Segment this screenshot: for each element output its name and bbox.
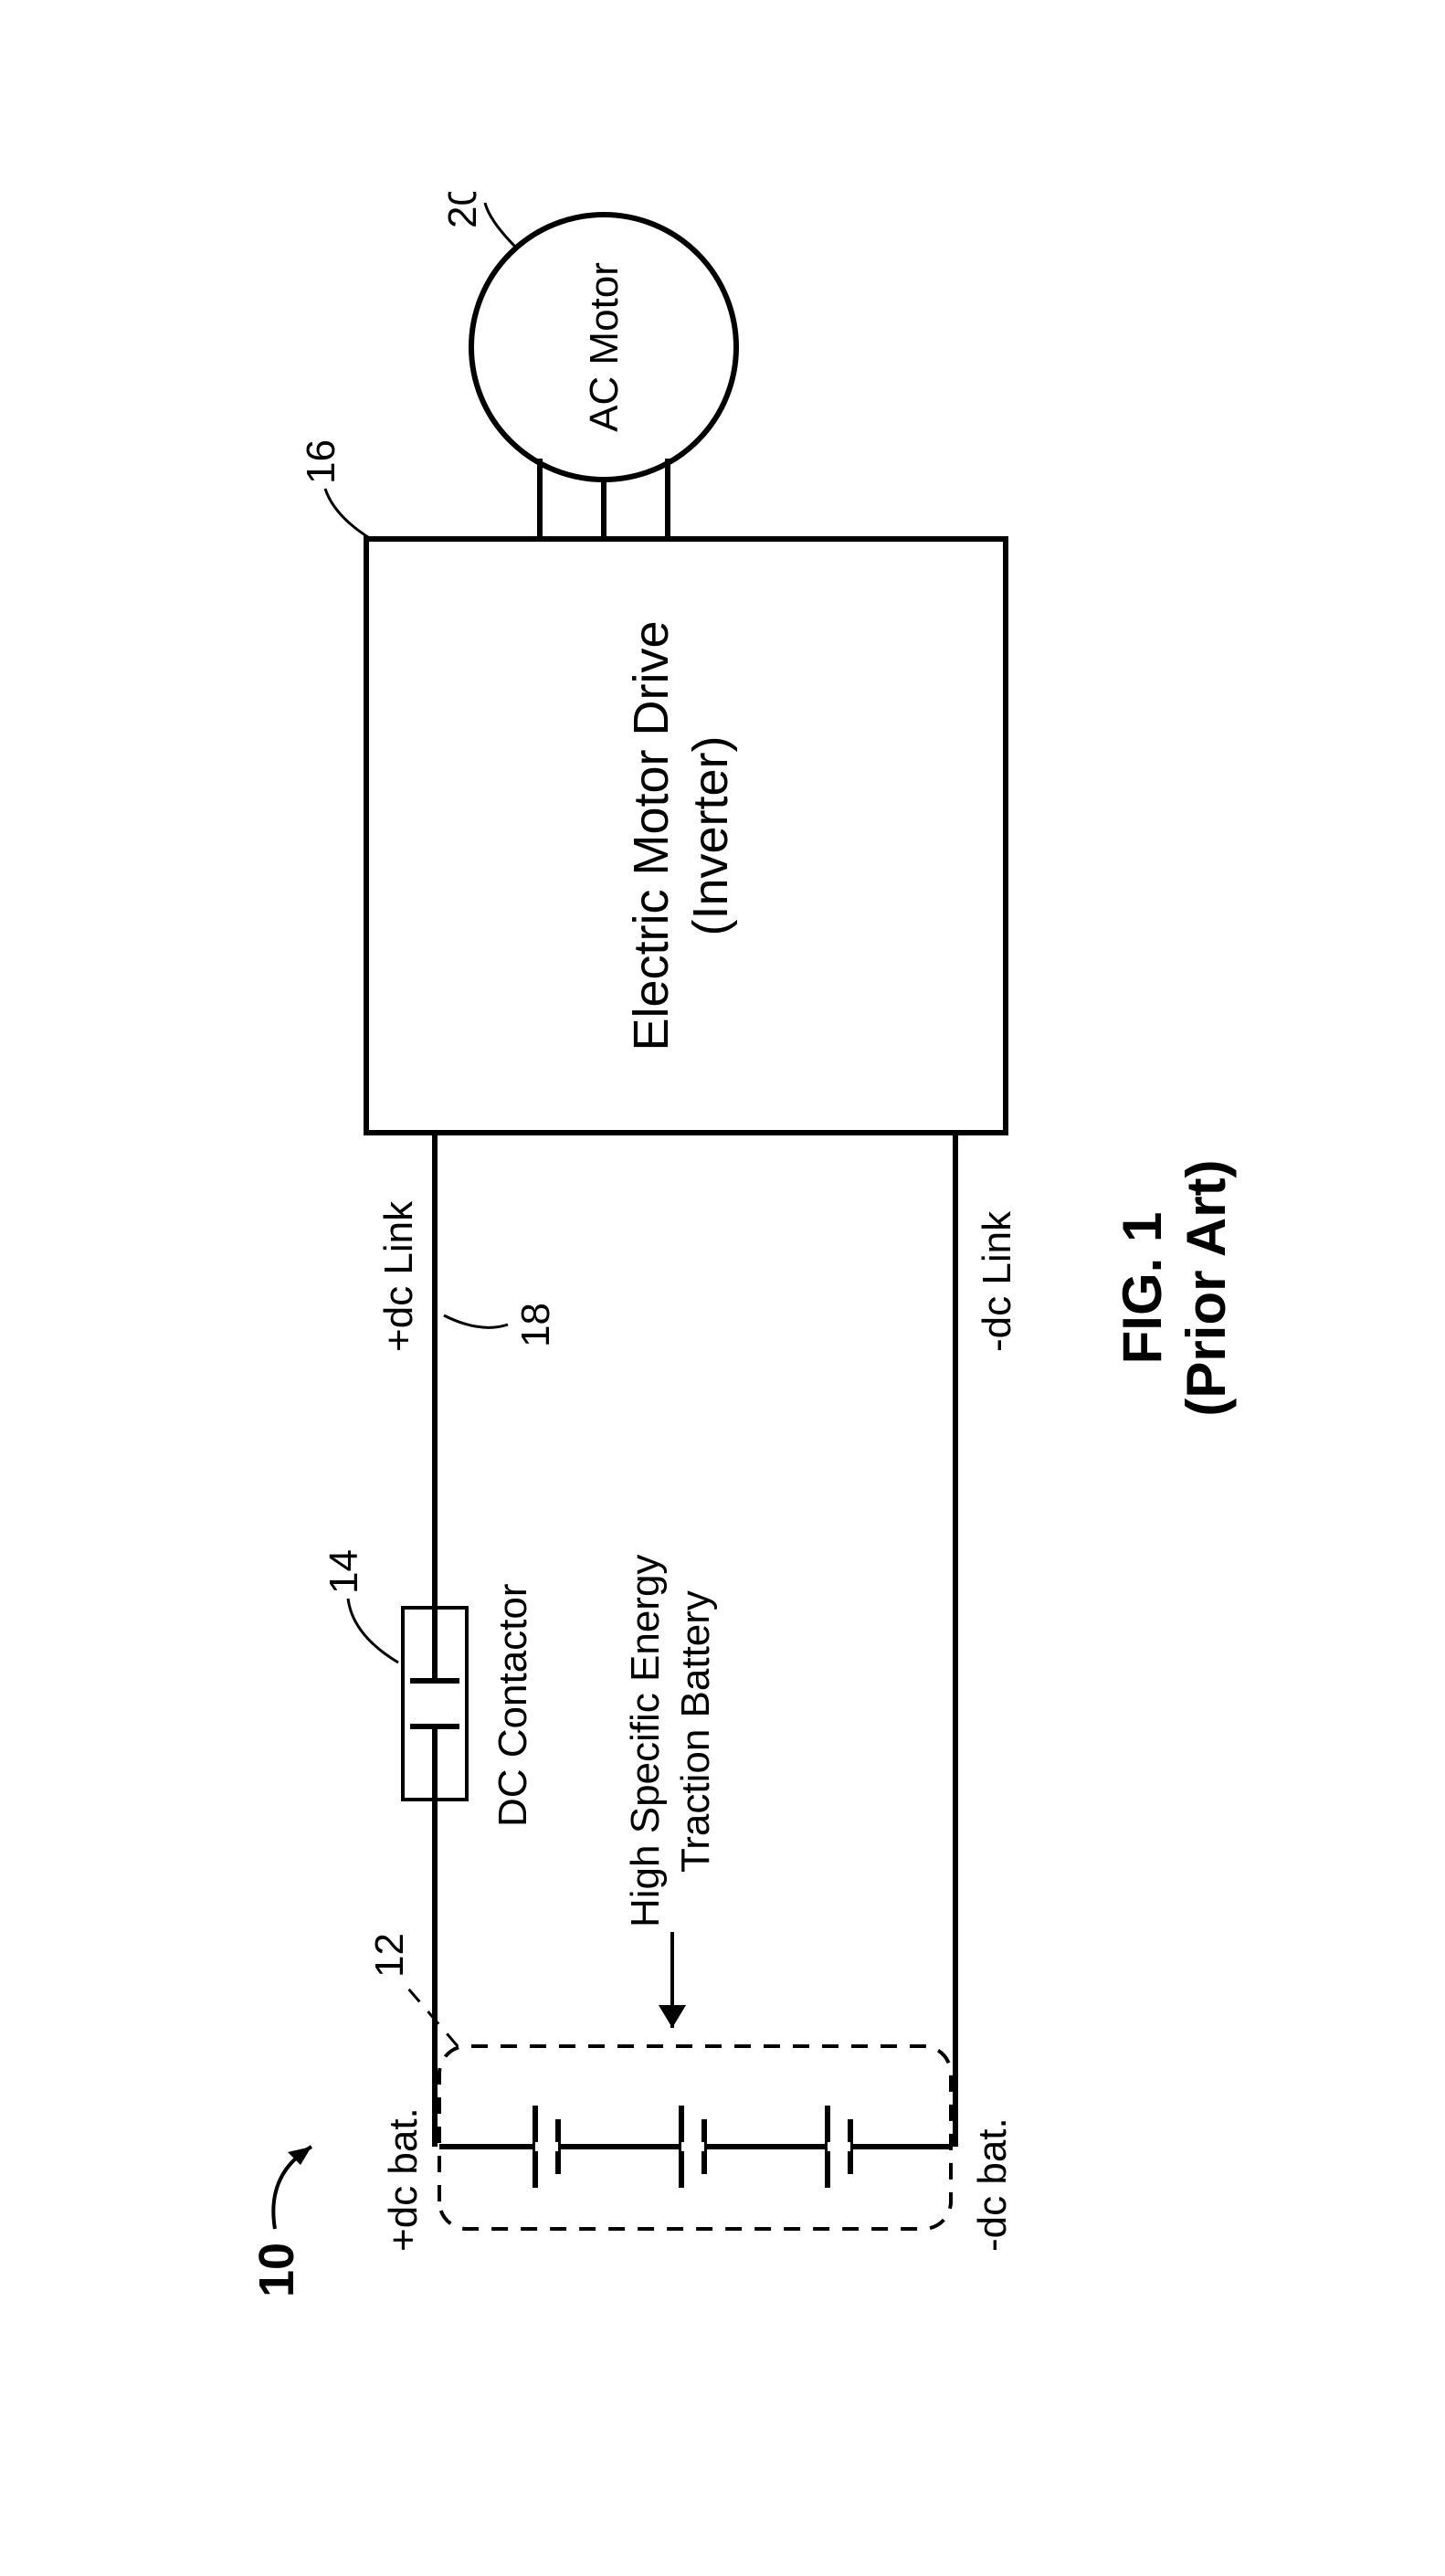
leader-dc-link-ref	[444, 1315, 508, 1327]
label-battery-desc-1: High Specific Energy	[623, 1555, 668, 1927]
label-inverter-1: Electric Motor Drive	[624, 620, 679, 1050]
figure-caption-line2: (Prior Art)	[1176, 1159, 1237, 1416]
ref-inverter: 16	[299, 439, 343, 484]
label-plus-dc-bat: +dc bat.	[381, 2107, 426, 2252]
leader-motor-ref	[485, 203, 517, 248]
prior-art-ev-drive-diagram: 10	[174, 192, 1271, 2384]
label-dc-contactor: DC Contactor	[490, 1583, 535, 1827]
label-minus-dc-bat: -dc bat.	[970, 2117, 1015, 2252]
leader-contactor-ref	[348, 1599, 398, 1663]
ref-contactor: 14	[322, 1549, 366, 1594]
arrow-battery-desc-head	[659, 2005, 686, 2028]
label-inverter-2: (Inverter)	[683, 735, 738, 935]
leader-inverter-ref	[325, 489, 371, 539]
label-plus-dc-link: +dc Link	[376, 1200, 421, 1352]
figure-number: 10	[249, 2243, 304, 2297]
label-minus-dc-link: -dc Link	[975, 1210, 1019, 1352]
battery-enclosure	[439, 2046, 951, 2229]
figure-number-hook	[273, 2147, 311, 2229]
label-ac-motor: AC Motor	[582, 262, 627, 432]
ref-motor: 20	[440, 192, 485, 228]
leader-battery-ref	[403, 1982, 458, 2046]
label-battery-desc-2: Traction Battery	[673, 1590, 718, 1873]
ref-battery: 12	[367, 1933, 412, 1978]
figure-caption-line1: FIG. 1	[1112, 1212, 1173, 1365]
ref-dc-link: 18	[513, 1303, 558, 1347]
